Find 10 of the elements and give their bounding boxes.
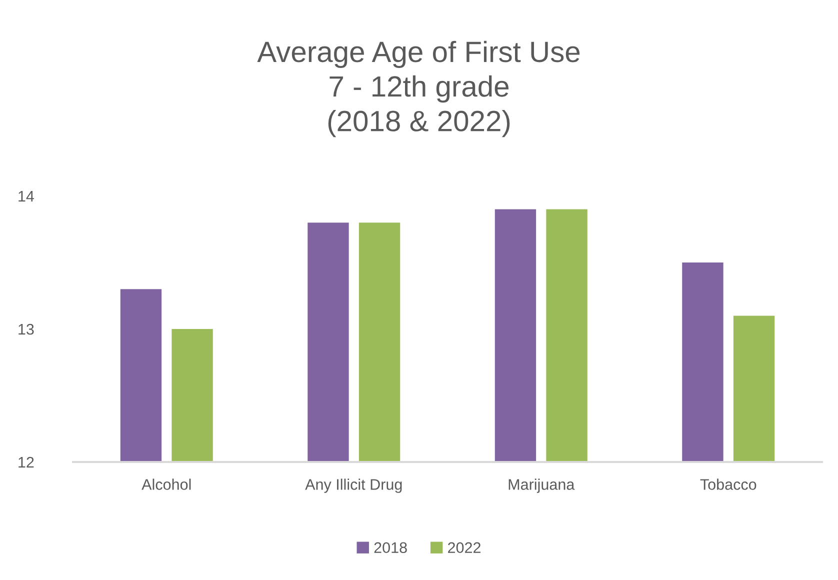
x-tick-label: Marijuana (508, 478, 575, 493)
y-tick-label: 14 (18, 191, 34, 202)
legend-label: 2022 (448, 542, 480, 554)
y-tick-label: 13 (18, 324, 34, 335)
x-tick-label: Tobacco (700, 478, 756, 490)
x-tick-label: Any Illicit Drug (305, 478, 402, 493)
legend-label: 2018 (374, 542, 407, 554)
x-tick-label: Alcohol (142, 478, 191, 490)
chart-title: Average Age of First Use 7 - 12th grade (2018 & 2022) (257, 40, 580, 138)
y-tick-label: 12 (18, 456, 34, 468)
